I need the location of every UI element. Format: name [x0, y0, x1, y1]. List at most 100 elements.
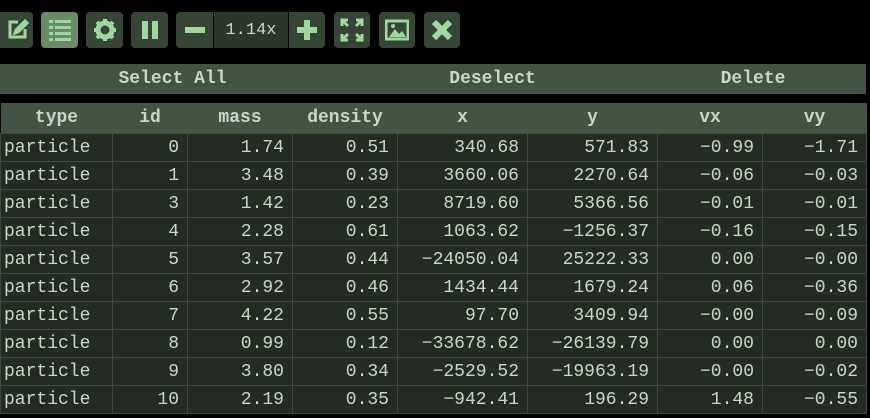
plus-icon	[297, 20, 317, 40]
column-header-mass[interactable]: mass	[187, 103, 293, 134]
cell-mass: 2.28	[187, 217, 293, 246]
cell-vy: −1.71	[762, 133, 867, 162]
table-row[interactable]: particle 3 1.42 0.23 8719.60 5366.56 −0.01 −0.0…	[0, 189, 867, 218]
cell-vy: −0.02	[762, 357, 867, 386]
column-header-id[interactable]: id	[112, 103, 188, 134]
list-button[interactable]	[41, 12, 78, 48]
fullscreen-button[interactable]	[334, 12, 370, 48]
cell-type: particle	[0, 357, 113, 386]
cell-id: 0	[112, 133, 188, 162]
cell-id: 1	[112, 161, 188, 190]
cell-type: particle	[0, 245, 113, 274]
cell-x: −2529.52	[397, 357, 528, 386]
edit-button[interactable]	[0, 12, 33, 48]
cell-y: 2270.64	[527, 161, 658, 190]
cell-type: particle	[0, 273, 113, 302]
cell-type: particle	[0, 189, 113, 218]
cell-density: 0.46	[292, 273, 398, 302]
cell-density: 0.12	[292, 329, 398, 358]
cell-id: 5	[112, 245, 188, 274]
cell-type: particle	[0, 385, 113, 414]
zoom-in-button[interactable]	[289, 12, 325, 48]
cell-vx: −0.00	[657, 357, 763, 386]
cell-vx: 0.00	[657, 329, 763, 358]
cell-y: 571.83	[527, 133, 658, 162]
cell-vy: −0.03	[762, 161, 867, 190]
table-row[interactable]: particle 9 3.80 0.34 −2529.52 −19963.19 −0.00−…	[0, 357, 867, 386]
list-icon	[48, 20, 71, 41]
column-header-x[interactable]: x	[397, 103, 528, 134]
cell-vy: 0.00	[762, 329, 867, 358]
settings-button[interactable]	[86, 12, 123, 48]
cell-mass: 3.57	[187, 245, 293, 274]
cell-y: −19963.19	[527, 357, 658, 386]
cell-mass: 2.92	[187, 273, 293, 302]
table-row[interactable]: particle 10 2.19 0.35 −942.41 196.29 1.48 −0.55	[0, 385, 867, 414]
table-row[interactable]: particle 8 0.99 0.12 −33678.62 −26139.79 0.00 0…	[0, 329, 867, 358]
cell-vx: 1.48	[657, 385, 763, 414]
pause-icon	[141, 21, 158, 39]
cell-id: 6	[112, 273, 188, 302]
table-row[interactable]: particle 0 1.74 0.51 340.68 571.83 −0.99 −1.71	[0, 133, 867, 162]
cell-id: 3	[112, 189, 188, 218]
select-all-button[interactable]: Select All	[118, 69, 227, 89]
cell-density: 0.39	[292, 161, 398, 190]
cell-vy: −0.55	[762, 385, 867, 414]
column-header-vx[interactable]: vx	[657, 103, 763, 134]
cell-vy: −0.36	[762, 273, 867, 302]
cell-mass: 4.22	[187, 301, 293, 330]
cell-vx: −0.99	[657, 133, 763, 162]
pause-button[interactable]	[131, 12, 168, 48]
close-icon	[431, 19, 453, 41]
column-header-density[interactable]: density	[292, 103, 398, 134]
column-header-type[interactable]: type	[0, 103, 113, 134]
cell-type: particle	[0, 329, 113, 358]
cell-y: −26139.79	[527, 329, 658, 358]
table-header: type id mass density x y vx vy	[0, 103, 867, 134]
table-row[interactable]: particle 6 2.92 0.46 1434.44 1679.24 0.06 −0.36	[0, 273, 867, 302]
table-row[interactable]: particle 7 4.22 0.55 97.70 3409.94 −0.00 −0.09	[0, 301, 867, 330]
cell-y: 5366.56	[527, 189, 658, 218]
delete-button[interactable]: Delete	[720, 69, 786, 89]
cell-density: 0.51	[292, 133, 398, 162]
cell-mass: 1.74	[187, 133, 293, 162]
cell-x: 1434.44	[397, 273, 528, 302]
cell-vx: 0.00	[657, 245, 763, 274]
column-header-y[interactable]: y	[527, 103, 658, 134]
table-row[interactable]: particle 4 2.28 0.61 1063.62 −1256.37 −0.16 −0.…	[0, 217, 867, 246]
table-row[interactable]: particle 1 3.48 0.39 3660.06 2270.64 −0.06 −0.0…	[0, 161, 867, 190]
cell-mass: 0.99	[187, 329, 293, 358]
cell-id: 7	[112, 301, 188, 330]
cell-y: 3409.94	[527, 301, 658, 330]
zoom-level: 1.14x	[214, 12, 288, 48]
close-button[interactable]	[424, 12, 460, 48]
cell-vx: −0.01	[657, 189, 763, 218]
cell-vx: −0.16	[657, 217, 763, 246]
cell-vy: −0.00	[762, 245, 867, 274]
cell-type: particle	[0, 161, 113, 190]
screenshot-button[interactable]	[379, 12, 415, 48]
minus-icon	[184, 27, 205, 33]
deselect-button[interactable]: Deselect	[449, 69, 536, 89]
cell-x: 340.68	[397, 133, 528, 162]
cell-id: 9	[112, 357, 188, 386]
cell-id: 8	[112, 329, 188, 358]
cell-x: 97.70	[397, 301, 528, 330]
cell-y: −1256.37	[527, 217, 658, 246]
column-header-vy[interactable]: vy	[762, 103, 867, 134]
zoom-out-button[interactable]	[176, 12, 213, 48]
cell-type: particle	[0, 217, 113, 246]
cell-y: 1679.24	[527, 273, 658, 302]
cell-mass: 2.19	[187, 385, 293, 414]
cell-vx: 0.06	[657, 273, 763, 302]
image-icon	[385, 19, 409, 41]
cell-y: 25222.33	[527, 245, 658, 274]
cell-vy: −0.01	[762, 189, 867, 218]
selection-bar: Select All Deselect Delete	[0, 64, 866, 94]
table-row[interactable]: particle 5 3.57 0.44 −24050.04 25222.33 0.00 −0…	[0, 245, 867, 274]
cell-x: 1063.62	[397, 217, 528, 246]
cell-density: 0.55	[292, 301, 398, 330]
gear-icon	[93, 19, 116, 41]
cell-vy: −0.09	[762, 301, 867, 330]
cell-y: 196.29	[527, 385, 658, 414]
